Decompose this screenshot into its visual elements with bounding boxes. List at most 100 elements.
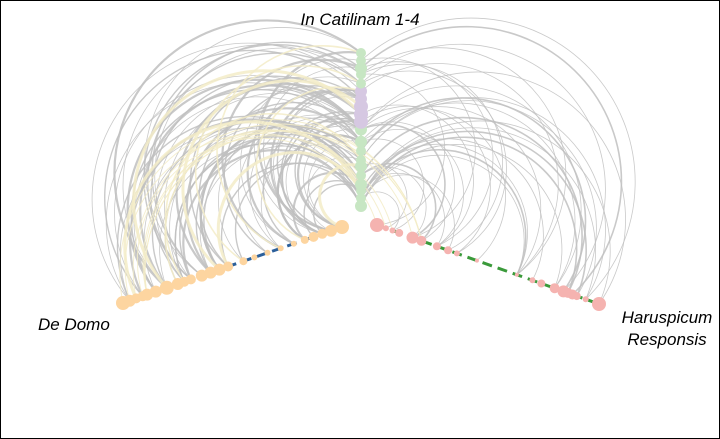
link-catilinam-haruspicum <box>360 138 544 281</box>
link-dedomo-catilinam <box>189 77 362 268</box>
node-de-domo <box>149 285 162 298</box>
link-catilinam-haruspicum <box>360 17 636 300</box>
link-dedomo-catilinam <box>292 171 362 241</box>
node-de-domo <box>264 249 271 256</box>
node-haruspicum <box>529 277 536 284</box>
link-dedomo-catilinam <box>269 88 362 235</box>
axis-label-de-domo: De Domo <box>38 315 110 334</box>
node-haruspicum <box>514 272 519 277</box>
link-catilinam-haruspicum <box>360 47 567 276</box>
link-catilinam-haruspicum <box>360 102 576 289</box>
node-haruspicum <box>444 246 452 255</box>
node-catilinam <box>356 145 366 156</box>
node-haruspicum <box>582 296 589 303</box>
link-catilinam-haruspicum <box>360 97 587 292</box>
node-catilinam <box>355 85 367 98</box>
link-catilinam-haruspicum <box>360 166 427 238</box>
link-catilinam-haruspicum <box>360 105 491 254</box>
link-highlight <box>181 79 362 271</box>
node-de-domo <box>185 274 196 285</box>
link-catilinam-haruspicum <box>360 85 582 289</box>
link-dedomo-haruspicum <box>124 133 387 301</box>
node-catilinam <box>356 78 366 89</box>
link-catilinam-haruspicum <box>360 70 507 254</box>
link-dedomo-haruspicum <box>132 123 422 299</box>
link-dedomo-catilinam <box>260 144 362 249</box>
node-haruspicum <box>549 283 560 294</box>
link-catilinam-haruspicum <box>360 71 626 305</box>
link-highlight <box>123 120 363 300</box>
node-de-domo <box>325 224 337 237</box>
link-dedomo-catilinam <box>220 162 362 267</box>
link-dedomo-catilinam <box>133 96 362 292</box>
link-catilinam-haruspicum <box>360 61 494 247</box>
links-layer <box>91 17 636 305</box>
link-dedomo-catilinam <box>221 58 362 250</box>
link-catilinam-haruspicum <box>360 191 400 231</box>
link-dedomo-catilinam <box>254 58 362 235</box>
node-haruspicum <box>453 250 460 257</box>
node-catilinam <box>356 155 366 166</box>
link-dedomo-haruspicum <box>136 137 378 297</box>
link-dedomo-catilinam <box>169 125 362 282</box>
link-catilinam-haruspicum <box>360 63 559 276</box>
node-haruspicum <box>389 227 396 234</box>
axis-label-haruspicum: Haruspicum Responsis <box>615 307 719 351</box>
link-catilinam-haruspicum <box>360 73 446 226</box>
axis-label-haruspicum-line-2: Responsis <box>627 330 707 349</box>
link-dedomo-catilinam <box>104 49 362 297</box>
node-haruspicum <box>406 231 419 244</box>
link-dedomo-catilinam <box>285 125 362 235</box>
node-de-domo <box>159 280 174 295</box>
link-dedomo-catilinam <box>147 52 362 280</box>
node-catilinam <box>355 200 367 212</box>
node-de-domo <box>308 231 319 242</box>
node-catilinam <box>356 48 366 58</box>
link-dedomo-catilinam <box>303 128 362 228</box>
node-de-domo <box>335 220 349 234</box>
node-haruspicum <box>416 235 427 246</box>
node-catilinam <box>355 62 367 75</box>
node-haruspicum <box>432 242 441 251</box>
link-dedomo-catilinam <box>155 88 362 282</box>
node-de-domo <box>317 228 328 239</box>
node-de-domo <box>300 235 309 244</box>
link-dedomo-catilinam <box>164 92 362 280</box>
link-catilinam-haruspicum <box>360 172 446 247</box>
link-catilinam-haruspicum <box>360 43 606 292</box>
link-dedomo-catilinam <box>249 117 362 249</box>
node-catilinam <box>356 193 366 204</box>
link-dedomo-catilinam <box>282 118 362 235</box>
node-de-domo <box>290 240 297 247</box>
axis-label-haruspicum-line-1: Haruspicum <box>621 308 713 327</box>
node-de-domo <box>239 257 248 266</box>
node-haruspicum <box>370 218 384 232</box>
link-catilinam-haruspicum <box>360 116 583 294</box>
link-catilinam-haruspicum <box>360 107 506 261</box>
node-haruspicum <box>474 258 479 263</box>
link-catilinam-haruspicum <box>360 138 425 231</box>
node-catilinam <box>355 135 367 148</box>
link-catilinam-haruspicum <box>360 57 476 238</box>
node-catilinam <box>356 55 366 66</box>
link-catilinam-haruspicum <box>360 100 597 297</box>
node-de-domo <box>213 263 226 276</box>
node-haruspicum <box>395 228 404 237</box>
link-catilinam-haruspicum <box>360 162 437 242</box>
link-catilinam-haruspicum <box>360 25 623 296</box>
link-catilinam-haruspicum <box>360 120 611 305</box>
axis-label-catilinam: In Catilinam 1-4 <box>300 10 420 29</box>
nodes-layer <box>116 48 606 311</box>
node-de-domo <box>277 245 284 252</box>
link-dedomo-catilinam <box>144 27 362 276</box>
node-haruspicum <box>537 279 546 288</box>
link-catilinam-haruspicum <box>360 104 474 247</box>
link-catilinam-haruspicum <box>360 121 455 242</box>
link-dedomo-haruspicum <box>144 130 422 295</box>
link-catilinam-haruspicum <box>360 148 527 276</box>
link-highlight <box>164 112 362 283</box>
link-dedomo-catilinam <box>151 41 362 277</box>
node-haruspicum <box>592 297 606 311</box>
